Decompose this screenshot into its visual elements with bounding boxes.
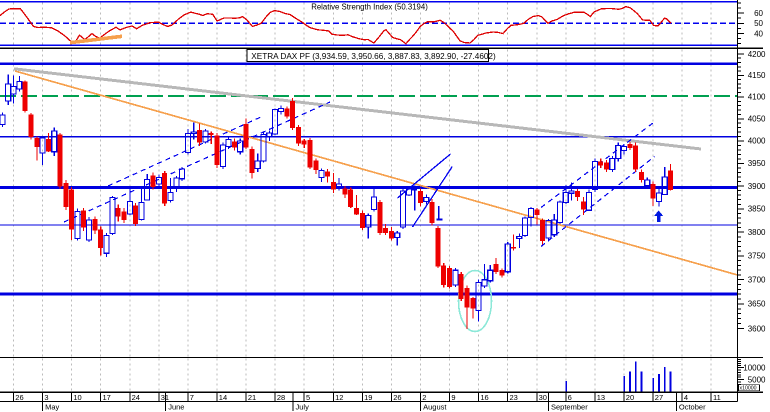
svg-text:31: 31: [161, 393, 169, 402]
svg-text:Relative Strength Index (50.31: Relative Strength Index (50.3194): [311, 3, 428, 12]
svg-text:40: 40: [754, 29, 763, 38]
svg-text:30: 30: [539, 393, 547, 402]
svg-text:August: August: [423, 402, 447, 411]
svg-text:7: 7: [190, 393, 194, 402]
svg-text:3650: 3650: [748, 300, 766, 309]
svg-text:XETRA DAX PF (3,934.59, 3,950.: XETRA DAX PF (3,934.59, 3,950.66, 3,887.…: [251, 52, 496, 61]
svg-text:13: 13: [597, 393, 605, 402]
svg-text:26: 26: [15, 393, 23, 402]
svg-text:10000: 10000: [743, 363, 766, 372]
svg-text:September: September: [551, 402, 588, 411]
svg-text:3800: 3800: [748, 228, 766, 237]
svg-text:3600: 3600: [748, 324, 766, 333]
svg-text:3850: 3850: [748, 205, 766, 214]
svg-text:3950: 3950: [748, 159, 766, 168]
svg-text:23: 23: [510, 393, 518, 402]
svg-text:16: 16: [480, 393, 488, 402]
svg-text:3900: 3900: [748, 182, 766, 191]
svg-text:6: 6: [568, 393, 572, 402]
svg-text:3750: 3750: [748, 252, 766, 261]
svg-text:3: 3: [44, 393, 48, 402]
svg-text:4150: 4150: [748, 71, 766, 80]
svg-text:27: 27: [655, 393, 663, 402]
svg-text:10: 10: [73, 393, 81, 402]
svg-text:3700: 3700: [748, 276, 766, 285]
svg-text:60: 60: [754, 9, 763, 18]
svg-text:October: October: [679, 402, 706, 411]
svg-text:June: June: [168, 402, 184, 411]
svg-text:20: 20: [626, 393, 634, 402]
svg-text:4200: 4200: [748, 50, 766, 59]
svg-text:28: 28: [277, 393, 285, 402]
svg-text:9: 9: [451, 393, 455, 402]
svg-text:July: July: [296, 402, 310, 411]
svg-text:x10000: x10000: [740, 386, 757, 392]
svg-text:4000: 4000: [748, 137, 766, 146]
svg-text:11: 11: [713, 393, 721, 402]
svg-text:21: 21: [248, 393, 256, 402]
svg-text:12: 12: [335, 393, 343, 402]
svg-text:5: 5: [306, 393, 310, 402]
svg-text:2: 2: [422, 393, 426, 402]
svg-text:19: 19: [364, 393, 372, 402]
svg-text:24: 24: [132, 393, 140, 402]
svg-text:14: 14: [219, 393, 227, 402]
svg-text:17: 17: [103, 393, 111, 402]
svg-text:4: 4: [684, 393, 688, 402]
svg-text:50: 50: [754, 19, 763, 28]
svg-text:26: 26: [393, 393, 401, 402]
svg-text:May: May: [45, 402, 59, 411]
svg-text:5000: 5000: [748, 375, 766, 384]
svg-text:4100: 4100: [748, 93, 766, 102]
svg-text:4050: 4050: [748, 115, 766, 124]
